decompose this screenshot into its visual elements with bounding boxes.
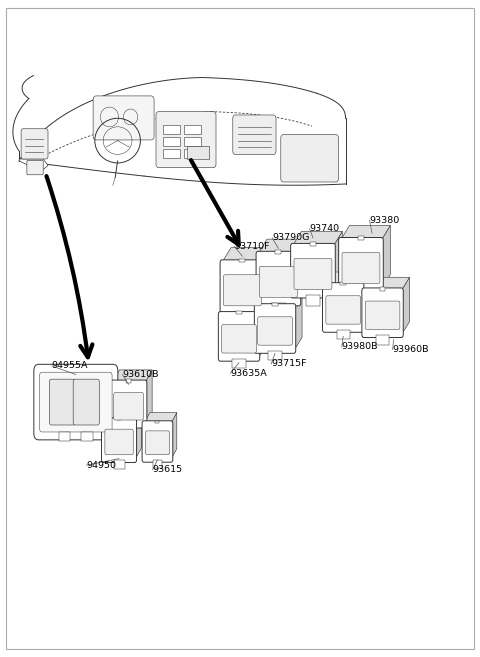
- Polygon shape: [144, 413, 177, 423]
- Text: 94950: 94950: [86, 461, 116, 470]
- FancyBboxPatch shape: [281, 135, 338, 182]
- FancyBboxPatch shape: [145, 431, 169, 455]
- Bar: [380, 287, 385, 290]
- FancyBboxPatch shape: [339, 238, 383, 292]
- Text: 93790G: 93790G: [272, 233, 310, 242]
- Bar: [354, 289, 368, 300]
- Text: 93980B: 93980B: [342, 342, 378, 351]
- FancyBboxPatch shape: [21, 129, 48, 159]
- Bar: [306, 296, 320, 306]
- Bar: [114, 460, 124, 468]
- Bar: [272, 303, 278, 306]
- FancyBboxPatch shape: [142, 421, 173, 463]
- Bar: [81, 432, 93, 442]
- Polygon shape: [401, 277, 409, 335]
- Bar: [358, 237, 364, 240]
- Text: 93380: 93380: [370, 215, 400, 225]
- Polygon shape: [362, 272, 370, 330]
- Polygon shape: [222, 248, 272, 263]
- FancyBboxPatch shape: [218, 311, 260, 361]
- Bar: [184, 125, 201, 134]
- Polygon shape: [171, 413, 177, 460]
- Bar: [236, 311, 242, 314]
- Text: 93635A: 93635A: [230, 369, 267, 378]
- Bar: [240, 259, 245, 263]
- FancyBboxPatch shape: [362, 288, 403, 338]
- FancyBboxPatch shape: [34, 364, 118, 440]
- Polygon shape: [381, 225, 390, 289]
- FancyBboxPatch shape: [49, 379, 75, 425]
- FancyBboxPatch shape: [259, 266, 297, 297]
- FancyBboxPatch shape: [220, 260, 264, 315]
- Bar: [336, 330, 350, 340]
- Polygon shape: [256, 293, 302, 306]
- Text: 93740: 93740: [310, 224, 340, 233]
- Polygon shape: [258, 239, 308, 254]
- FancyBboxPatch shape: [326, 296, 360, 324]
- Polygon shape: [19, 159, 48, 170]
- Polygon shape: [145, 370, 152, 426]
- Polygon shape: [299, 239, 308, 304]
- Bar: [59, 432, 71, 442]
- Polygon shape: [341, 225, 390, 240]
- Bar: [153, 460, 162, 468]
- FancyBboxPatch shape: [258, 317, 292, 345]
- Polygon shape: [333, 231, 342, 296]
- Text: 93715F: 93715F: [271, 359, 307, 369]
- Bar: [123, 426, 134, 435]
- Bar: [163, 137, 180, 146]
- FancyBboxPatch shape: [342, 252, 380, 284]
- Text: 94955A: 94955A: [52, 361, 88, 371]
- Bar: [276, 250, 281, 254]
- Bar: [310, 242, 316, 246]
- Bar: [268, 351, 282, 361]
- Polygon shape: [263, 248, 272, 312]
- Polygon shape: [258, 301, 266, 359]
- Bar: [232, 359, 246, 369]
- Bar: [271, 304, 286, 314]
- FancyBboxPatch shape: [222, 325, 256, 353]
- Polygon shape: [364, 277, 409, 290]
- Bar: [376, 335, 389, 345]
- Text: 93610B: 93610B: [122, 370, 159, 379]
- FancyBboxPatch shape: [73, 379, 99, 425]
- FancyBboxPatch shape: [27, 160, 43, 175]
- FancyBboxPatch shape: [233, 115, 276, 154]
- Text: 93960B: 93960B: [393, 345, 429, 354]
- Text: 93615: 93615: [153, 465, 183, 474]
- Text: 93710F: 93710F: [234, 242, 270, 251]
- FancyBboxPatch shape: [156, 112, 216, 168]
- FancyBboxPatch shape: [102, 418, 136, 463]
- Polygon shape: [294, 293, 302, 351]
- FancyBboxPatch shape: [223, 275, 261, 306]
- FancyBboxPatch shape: [291, 244, 335, 298]
- FancyBboxPatch shape: [294, 258, 332, 289]
- Bar: [184, 149, 201, 158]
- Bar: [187, 146, 209, 159]
- FancyBboxPatch shape: [254, 304, 296, 353]
- FancyBboxPatch shape: [365, 301, 400, 329]
- FancyBboxPatch shape: [323, 283, 364, 332]
- FancyBboxPatch shape: [256, 252, 300, 306]
- Polygon shape: [134, 409, 142, 460]
- Bar: [117, 417, 121, 420]
- FancyBboxPatch shape: [39, 372, 112, 432]
- Bar: [163, 125, 180, 134]
- Bar: [163, 149, 180, 158]
- FancyBboxPatch shape: [114, 393, 144, 420]
- FancyBboxPatch shape: [93, 96, 154, 140]
- Polygon shape: [112, 370, 152, 382]
- Bar: [156, 420, 159, 423]
- Polygon shape: [220, 301, 266, 314]
- Bar: [184, 137, 201, 146]
- Bar: [126, 379, 131, 382]
- FancyBboxPatch shape: [110, 380, 147, 428]
- Polygon shape: [104, 409, 142, 420]
- Polygon shape: [293, 231, 342, 246]
- FancyBboxPatch shape: [105, 429, 133, 455]
- Bar: [340, 282, 346, 285]
- Bar: [235, 312, 250, 323]
- Polygon shape: [324, 272, 370, 285]
